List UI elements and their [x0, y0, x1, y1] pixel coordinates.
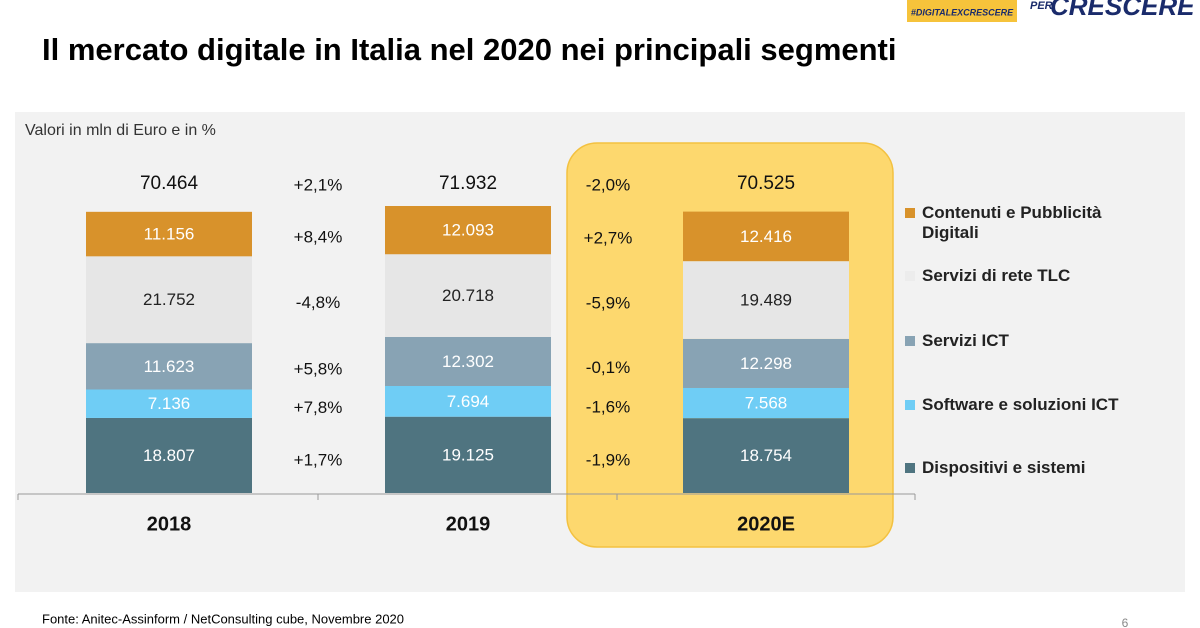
segment-change: -5,9%: [586, 293, 630, 312]
value-label: 18.754: [740, 446, 792, 465]
legend-item: Software e soluzioni ICT: [905, 395, 1175, 415]
total-label: 71.932: [439, 173, 497, 194]
bar-segment: [683, 418, 849, 493]
legend-swatch: [905, 400, 915, 410]
legend-swatch: [905, 271, 915, 281]
segment-change: +8,4%: [294, 228, 343, 247]
logo-tag: #DIGITALEXCRESCERE: [911, 7, 1014, 17]
value-label: 11.156: [144, 225, 195, 244]
bar-segment: [385, 385, 551, 417]
value-label: 20.718: [442, 286, 494, 305]
bar-segment: [86, 256, 252, 344]
value-label: 19.489: [740, 291, 792, 310]
total-change: +2,1%: [294, 175, 343, 194]
legend-item: Contenuti e Pubblicità Digitali: [905, 203, 1175, 243]
legend-item: Servizi di rete TLC: [905, 266, 1175, 286]
legend-label: Dispositivi e sistemi: [922, 458, 1086, 477]
category-label: 2018: [147, 513, 192, 535]
bar-segment: [683, 261, 849, 339]
legend-label: Servizi ICT: [922, 331, 1009, 350]
source: Fonte: Anitec-Assinform / NetConsulting …: [42, 611, 404, 626]
bar-segment: [385, 254, 551, 337]
total-label: 70.464: [140, 173, 199, 194]
value-label: 12.298: [740, 354, 792, 373]
bar-segment: [683, 211, 849, 262]
value-label: 12.093: [442, 221, 494, 240]
value-label: 12.416: [740, 227, 792, 246]
bar-segment: [86, 417, 252, 493]
segment-change: -0,1%: [586, 358, 630, 377]
segment-change: -1,6%: [586, 398, 630, 417]
value-label: 11.623: [144, 357, 195, 376]
subtitle: Valori in mln di Euro e in %: [25, 122, 216, 139]
bar-segment: [86, 389, 252, 418]
bar-segment: [683, 387, 849, 419]
segment-change: -4,8%: [296, 293, 340, 312]
bar-segment: [385, 336, 551, 386]
legend-item: Servizi ICT: [905, 331, 1175, 351]
legend-swatch: [905, 208, 915, 218]
page-number: 6: [1122, 616, 1129, 628]
logo-per: PER: [1030, 0, 1053, 12]
category-label: 2019: [446, 513, 491, 535]
logo-main: CRESCERE: [1050, 0, 1195, 21]
legend-swatch: [905, 336, 915, 346]
legend-label: Contenuti e Pubblicità Digitali: [922, 203, 1102, 242]
total-change: -2,0%: [586, 175, 630, 194]
category-label: 2020E: [737, 513, 795, 535]
value-label: 7.694: [447, 392, 490, 411]
segment-change: +1,7%: [294, 451, 343, 470]
legend-swatch: [905, 463, 915, 473]
bar-segment: [683, 338, 849, 388]
value-label: 19.125: [442, 445, 494, 464]
bar-segment: [86, 211, 252, 257]
value-label: 21.752: [143, 290, 195, 309]
segment-change: +5,8%: [294, 359, 343, 378]
segment-change: +7,8%: [294, 398, 343, 417]
bar-segment: [385, 416, 551, 493]
value-label: 12.302: [442, 352, 494, 371]
bar-segment: [385, 206, 551, 255]
title: Il mercato digitale in Italia nel 2020 n…: [42, 32, 897, 67]
logo-badge: [907, 0, 1017, 22]
segment-change: +2,7%: [584, 229, 633, 248]
segment-change: -1,9%: [586, 451, 630, 470]
value-label: 18.807: [143, 446, 195, 465]
legend-label: Software e soluzioni ICT: [922, 395, 1119, 414]
value-label: 7.568: [745, 394, 788, 413]
bar-segment: [86, 343, 252, 390]
total-label: 70.525: [737, 173, 795, 194]
legend-label: Servizi di rete TLC: [922, 266, 1071, 285]
legend-item: Dispositivi e sistemi: [905, 458, 1175, 478]
value-label: 7.136: [148, 394, 191, 413]
